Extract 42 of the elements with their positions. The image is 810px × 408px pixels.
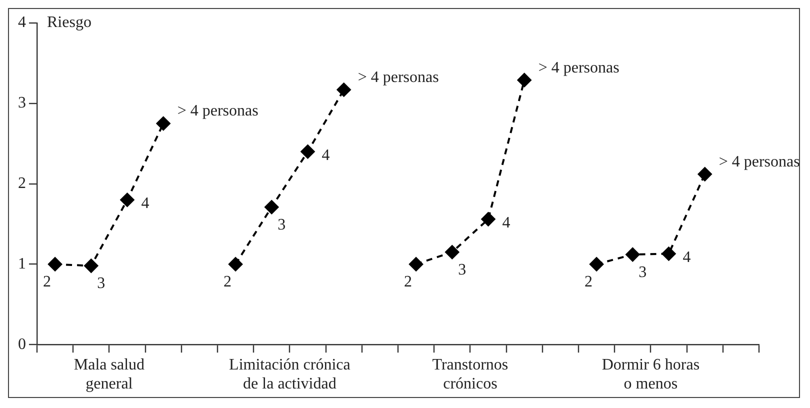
- annotation: 4: [682, 248, 691, 266]
- point: [662, 246, 676, 261]
- annotation: 3: [458, 261, 466, 278]
- annotation: 2: [404, 273, 412, 290]
- annotation: 3: [97, 275, 106, 292]
- point: [517, 73, 532, 88]
- y-tick-label: 1: [18, 255, 26, 272]
- annotation: > 4 personas: [358, 68, 439, 86]
- point: [300, 144, 315, 159]
- y-axis-title: Riesgo: [47, 14, 92, 32]
- annotation: 4: [322, 146, 330, 164]
- point: [409, 257, 424, 272]
- annotation: 3: [278, 216, 286, 234]
- point: [336, 82, 351, 97]
- point: [120, 192, 134, 207]
- x-tick-label: Transtornos crónicos: [432, 356, 508, 393]
- point: [156, 116, 170, 130]
- y-tick-label: 2: [18, 175, 26, 192]
- annotation: 2: [224, 273, 232, 290]
- x-tick-label: Mala salud general: [74, 356, 145, 393]
- annotation: 4: [141, 195, 150, 212]
- point: [590, 257, 604, 272]
- annotation: 3: [638, 264, 647, 281]
- x-tick-label: Limitación crónica de la actividad: [229, 356, 350, 393]
- y-tick-label: 3: [18, 94, 26, 112]
- y-tick-label: 0: [18, 336, 26, 353]
- point: [698, 167, 712, 182]
- annotation: 2: [43, 273, 52, 290]
- point: [48, 257, 62, 272]
- annotation: 4: [502, 214, 510, 232]
- point: [228, 257, 243, 272]
- y-tick-label: 4: [18, 14, 26, 32]
- point: [481, 212, 496, 226]
- point: [445, 245, 460, 260]
- annotation: 2: [584, 273, 593, 290]
- point: [626, 248, 640, 262]
- annotation: > 4 personas: [538, 59, 620, 76]
- annotation: > 4 personas: [718, 153, 800, 170]
- point: [264, 200, 279, 214]
- annotation: > 4 personas: [177, 102, 258, 120]
- point: [84, 258, 98, 273]
- x-tick-label: Dormir 6 horas o menos: [602, 356, 700, 393]
